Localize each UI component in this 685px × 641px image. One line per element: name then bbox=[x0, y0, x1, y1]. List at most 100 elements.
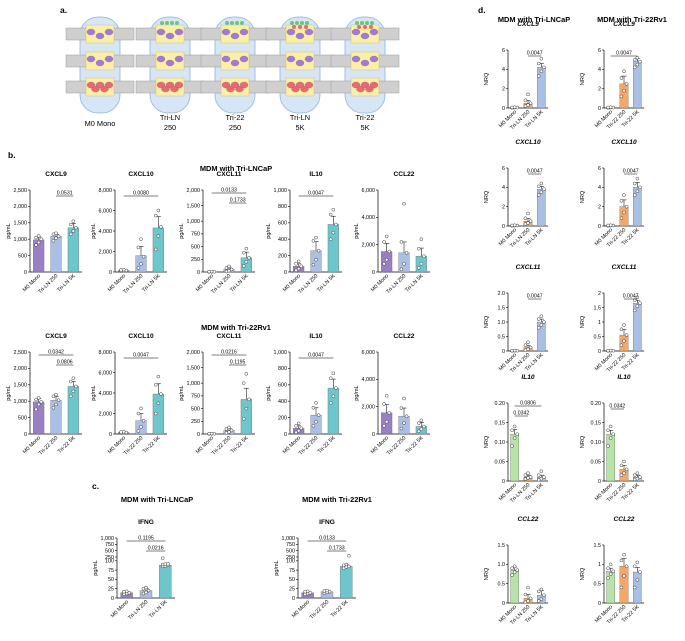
p-value-label: 0.0080 bbox=[133, 191, 149, 197]
data-point bbox=[311, 239, 316, 243]
data-point bbox=[71, 229, 76, 233]
data-point bbox=[311, 262, 316, 267]
data-point bbox=[209, 269, 214, 274]
cell-shape bbox=[174, 28, 184, 36]
x-tick-label: Tri-22 250 bbox=[211, 435, 232, 456]
data-point bbox=[399, 426, 404, 431]
tumor-cell bbox=[292, 25, 296, 29]
y-tick-label: 4,000 bbox=[362, 377, 376, 383]
cell-shape bbox=[369, 28, 379, 36]
data-point bbox=[619, 473, 624, 477]
p-value-label: 0.0806 bbox=[57, 360, 73, 366]
data-point bbox=[512, 105, 517, 109]
cell-shape bbox=[221, 55, 231, 63]
bar bbox=[381, 251, 393, 273]
data-point bbox=[139, 406, 143, 411]
chart-title: IL10 bbox=[521, 374, 535, 381]
y-tick-label: 0 bbox=[502, 601, 505, 607]
y-tick-label: 2,000 bbox=[99, 411, 113, 417]
y-tick-label: 0 bbox=[109, 432, 112, 438]
tumor-cell bbox=[370, 21, 374, 25]
data-point bbox=[384, 419, 389, 424]
data-point bbox=[34, 407, 38, 412]
bar bbox=[619, 206, 629, 227]
cell-shape bbox=[104, 28, 114, 36]
tumor-cell bbox=[357, 25, 361, 29]
chart-title: CXCL9 bbox=[517, 21, 539, 28]
data-point bbox=[121, 267, 126, 272]
y-tick-label: 0 bbox=[372, 270, 375, 276]
y-tick-label: 0.5 bbox=[594, 581, 602, 587]
chart-title: CXCL11 bbox=[612, 264, 637, 271]
data-point bbox=[512, 436, 517, 440]
y-tick-label: 0 bbox=[197, 270, 200, 276]
x-tick-label: Tri-LN 5K bbox=[404, 273, 425, 294]
data-point bbox=[606, 566, 610, 570]
data-point bbox=[539, 181, 544, 186]
data-point bbox=[536, 473, 541, 477]
data-point bbox=[156, 208, 161, 213]
x-tick-label: Tri-22 5K bbox=[142, 435, 162, 455]
data-point bbox=[227, 425, 231, 430]
y-tick-label: 1,000 bbox=[282, 536, 296, 542]
data-point bbox=[635, 471, 640, 475]
data-point bbox=[121, 429, 126, 434]
y-tick-label: 0 bbox=[598, 601, 601, 607]
cell-shape bbox=[239, 28, 249, 36]
data-point bbox=[36, 402, 41, 407]
data-point bbox=[526, 221, 530, 225]
bar bbox=[606, 571, 615, 604]
data-point bbox=[305, 589, 310, 594]
panel-a-label: a. bbox=[60, 5, 67, 15]
y-tick-label: 75 bbox=[289, 568, 295, 574]
y-axis-label: NRQ bbox=[580, 567, 586, 580]
y-tick-label: 0.20 bbox=[495, 401, 506, 407]
y-axis-label: NRQ bbox=[484, 72, 490, 85]
x-tick-label: Tri-22 250 bbox=[38, 435, 59, 456]
data-point bbox=[622, 459, 626, 464]
data-point bbox=[624, 333, 629, 337]
data-point bbox=[638, 570, 642, 574]
cell-shape bbox=[86, 55, 96, 63]
y-tick-label: 2,000 bbox=[187, 350, 201, 356]
cell-shape bbox=[351, 28, 361, 36]
cell-shape bbox=[239, 55, 249, 63]
data-point bbox=[209, 431, 214, 436]
data-point bbox=[608, 348, 613, 353]
data-point bbox=[382, 240, 386, 244]
cell-shape bbox=[360, 59, 370, 67]
data-point bbox=[523, 473, 528, 477]
data-point bbox=[71, 376, 76, 380]
data-point bbox=[384, 234, 389, 239]
y-tick-label: 750 bbox=[191, 232, 200, 238]
y-tick-label: 2,000 bbox=[99, 249, 113, 255]
bar bbox=[340, 566, 353, 599]
data-point bbox=[314, 419, 318, 424]
data-point bbox=[539, 587, 544, 592]
x-tick-label: Tri-LN 5K bbox=[148, 599, 169, 620]
data-point bbox=[416, 247, 421, 251]
p-value-label: 0.1733 bbox=[329, 546, 345, 552]
data-point bbox=[536, 317, 541, 321]
data-point bbox=[632, 193, 637, 197]
chart-title: CXCL11 bbox=[217, 333, 242, 340]
data-point bbox=[227, 264, 231, 269]
data-point bbox=[224, 427, 229, 431]
cell-shape bbox=[304, 55, 314, 63]
y-tick-label: 200 bbox=[278, 253, 287, 259]
data-point bbox=[419, 262, 424, 266]
data-point bbox=[136, 266, 141, 270]
y-tick-label: 50 bbox=[289, 577, 295, 583]
data-point bbox=[311, 406, 316, 410]
cell-shape bbox=[156, 28, 166, 36]
data-point bbox=[51, 406, 56, 410]
data-point bbox=[542, 65, 546, 70]
data-point bbox=[606, 576, 610, 580]
p-value-label: 0.0133 bbox=[221, 188, 237, 194]
p-value-label: 0.0531 bbox=[57, 191, 73, 197]
data-point bbox=[247, 256, 251, 260]
data-point bbox=[227, 430, 231, 434]
data-point bbox=[539, 190, 544, 194]
